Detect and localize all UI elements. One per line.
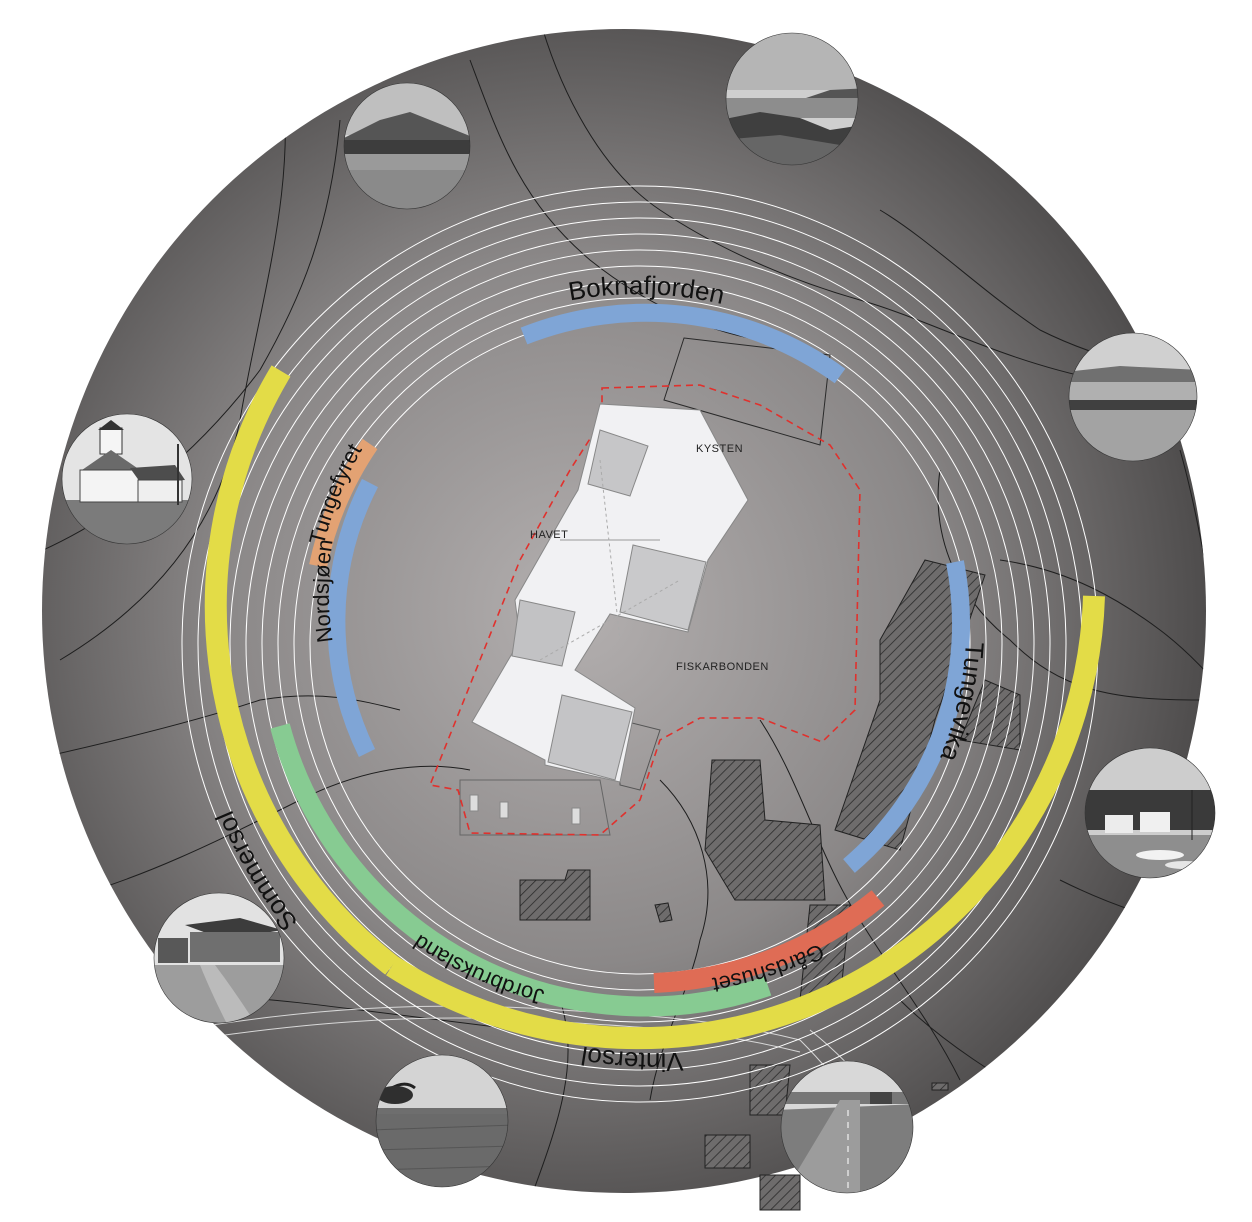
arc-tungevika [843,560,971,873]
arc-gardshuset [653,890,885,993]
site-boundary [428,384,861,836]
arc-nordsjoen [327,478,378,757]
arc-tungefyret [309,438,378,568]
zone-fiskarbonden-label: FISKARBONDEN [676,661,769,673]
arc-vintersol [386,595,1105,1050]
context-arcs [204,303,1105,1050]
arc-boknafjorden [520,303,846,384]
arc-jordbruksland [270,723,772,1017]
zone-kysten-label: KYSTEN [696,443,743,455]
label-nordsjoen: Nordsjøen [309,538,338,645]
photo-lighthouse [62,414,192,544]
photo-field [376,1055,508,1187]
photo-road [781,1061,913,1193]
proposed-building [469,403,749,825]
zone-havet-label: HAVET [530,529,568,541]
arc-sommersol [204,365,399,975]
